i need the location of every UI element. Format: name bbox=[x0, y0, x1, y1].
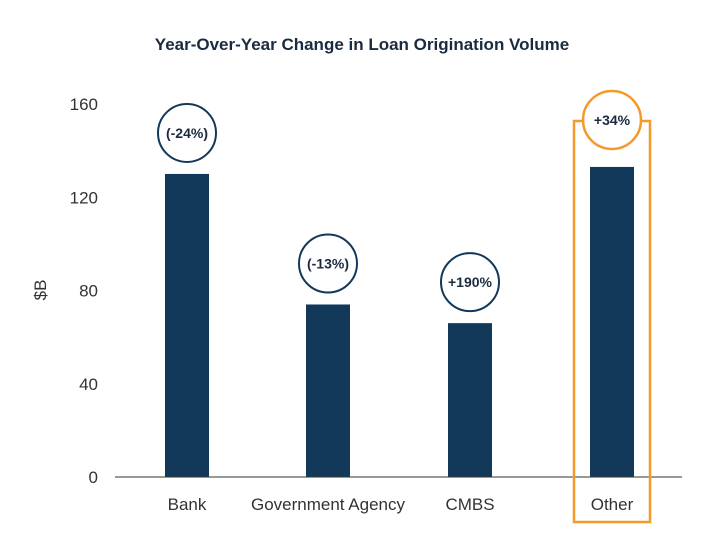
chart-title: Year-Over-Year Change in Loan Originatio… bbox=[155, 35, 569, 54]
annotation-badge-circle bbox=[581, 89, 643, 151]
x-tick-label: Government Agency bbox=[251, 495, 406, 514]
y-tick-label: 160 bbox=[70, 95, 98, 114]
annotation-label: +190% bbox=[448, 274, 493, 290]
x-axis: Bank Government Agency CMBS Other bbox=[168, 495, 634, 514]
annotation-badges: (-24%) (-13%) +190% +34% bbox=[157, 89, 643, 313]
annotation-badge-circle bbox=[157, 102, 217, 163]
annotation-label: (-24%) bbox=[166, 125, 208, 141]
annotation-label: (-13%) bbox=[307, 255, 349, 271]
bar-other bbox=[590, 166, 634, 477]
y-axis: 0 40 80 120 160 bbox=[70, 95, 98, 487]
bars-group bbox=[165, 166, 634, 477]
y-tick-label: 0 bbox=[89, 468, 98, 487]
annotation-label: +34% bbox=[594, 112, 631, 128]
y-axis-label: $B bbox=[31, 280, 50, 301]
annotation-badge-circle bbox=[440, 252, 500, 313]
bar-government-agency bbox=[306, 304, 350, 477]
x-tick-label: Bank bbox=[168, 495, 207, 514]
x-tick-label: CMBS bbox=[445, 495, 494, 514]
y-tick-label: 120 bbox=[70, 188, 98, 207]
y-tick-label: 40 bbox=[79, 375, 98, 394]
bar-cmbs bbox=[448, 323, 492, 477]
x-tick-label: Other bbox=[591, 495, 634, 514]
y-tick-label: 80 bbox=[79, 282, 98, 301]
annotation-badge-circle bbox=[298, 233, 358, 294]
bar-bank bbox=[165, 173, 209, 477]
